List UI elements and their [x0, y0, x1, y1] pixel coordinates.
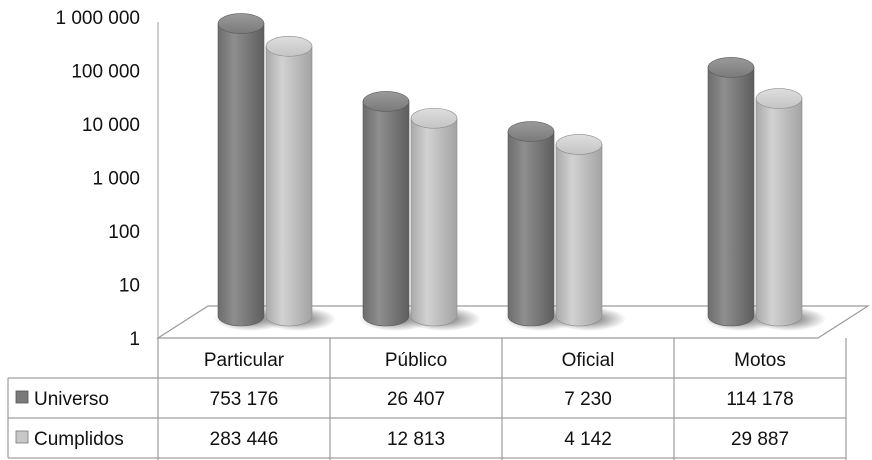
category-label: Motos — [734, 350, 786, 371]
bar-body — [507, 131, 555, 327]
bar-top — [707, 57, 755, 78]
bar-body — [362, 101, 410, 327]
bar-top — [755, 88, 803, 109]
bar-cumplidos-3 — [755, 88, 803, 327]
table-cell: 12 813 — [387, 429, 445, 450]
bar-body — [707, 67, 755, 327]
bar-universo-1 — [362, 91, 410, 327]
legend-key-cumplidos — [15, 430, 29, 444]
bar-body — [265, 45, 313, 327]
y-tick-label: 10 000 — [82, 115, 140, 136]
bar-top — [507, 121, 555, 142]
category-label: Oficial — [562, 350, 615, 371]
series-name: Universo — [34, 389, 109, 410]
bar-cumplidos-1 — [410, 107, 458, 327]
table-cell: 29 887 — [731, 429, 789, 450]
bar-top — [217, 13, 265, 34]
bar-top — [362, 91, 410, 112]
data-table: Particular Público Oficial Motos Univers… — [7, 338, 847, 460]
y-tick-label: 1 — [129, 329, 140, 350]
bar-cumplidos-0 — [265, 35, 313, 327]
table-cell: 114 178 — [726, 389, 793, 410]
y-axis-ticks: 1 10 100 1 000 10 000 100 000 1 000 000 — [55, 8, 140, 350]
series-name: Cumplidos — [34, 429, 124, 450]
y-tick-label: 1 000 — [92, 169, 140, 190]
table-cell: 753 176 — [210, 389, 279, 410]
table-cell: 283 446 — [210, 429, 279, 450]
table-cell: 26 407 — [387, 389, 445, 410]
bar-universo-3 — [707, 57, 755, 327]
category-label: Público — [385, 350, 447, 371]
bar-top — [555, 134, 603, 155]
bar-cumplidos-2 — [555, 134, 603, 327]
bar-body — [755, 98, 803, 327]
bar-top — [265, 35, 313, 57]
bar-body — [410, 117, 458, 327]
category-label: Particular — [204, 350, 285, 371]
bar-universo-2 — [507, 121, 555, 327]
bar-body — [217, 23, 265, 327]
y-tick-label: 10 — [119, 276, 140, 297]
legend-key-universo — [15, 390, 29, 404]
y-tick-label: 100 000 — [71, 62, 140, 83]
y-tick-label: 1 000 000 — [55, 8, 140, 29]
bars — [217, 13, 803, 327]
bar-universo-0 — [217, 13, 265, 327]
y-tick-label: 100 — [108, 222, 140, 243]
bar-top — [410, 107, 458, 129]
bar-body — [555, 144, 603, 327]
table-cell: 7 230 — [564, 389, 612, 410]
table-cell: 4 142 — [564, 429, 612, 450]
